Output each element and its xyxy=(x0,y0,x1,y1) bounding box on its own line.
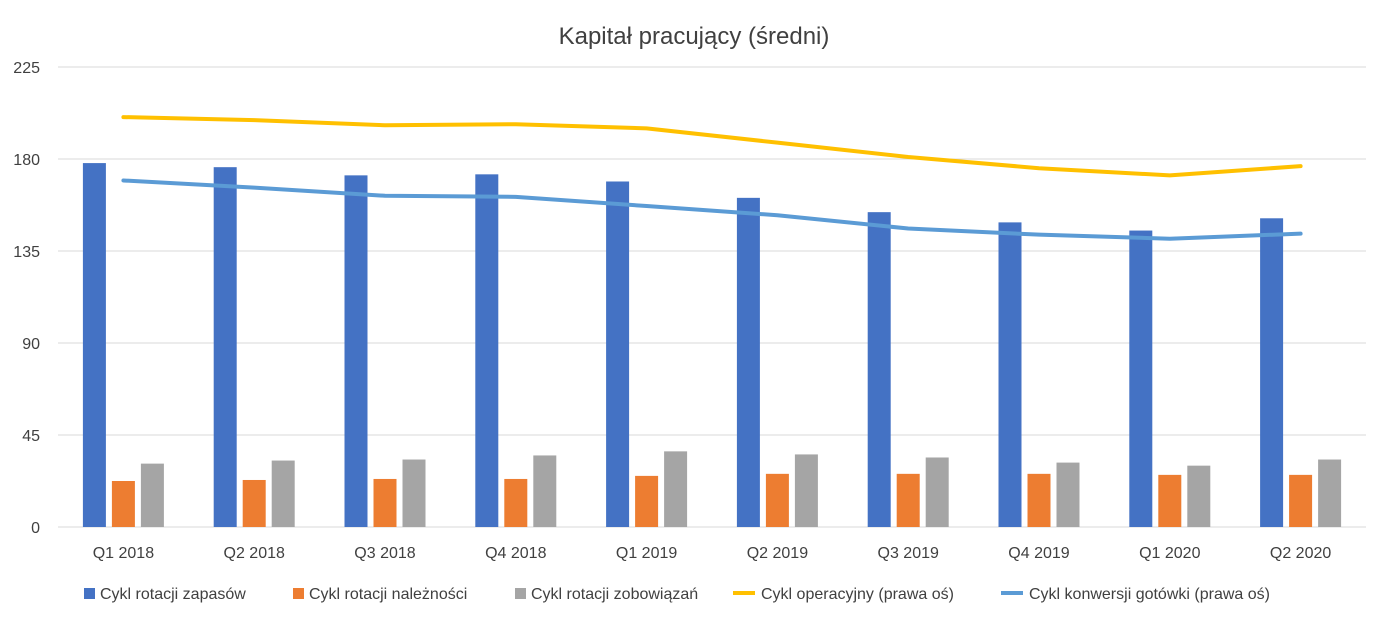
y-tick-label: 0 xyxy=(31,520,40,537)
x-tick-label: Q1 2020 xyxy=(1139,545,1200,562)
x-tick-label: Q2 2020 xyxy=(1270,545,1331,562)
bar xyxy=(533,455,557,527)
bar xyxy=(1129,230,1153,528)
bar xyxy=(998,222,1022,527)
bar xyxy=(1187,465,1211,527)
legend: Cykl rotacji zapasów Cykl rotacji należno… xyxy=(84,586,1270,603)
y-tick-label: 180 xyxy=(13,152,40,169)
bar xyxy=(896,473,920,527)
bar xyxy=(242,479,266,527)
x-tick-label: Q1 2018 xyxy=(93,545,154,562)
y-tick-label: 225 xyxy=(13,60,40,77)
bar xyxy=(213,167,237,527)
bar xyxy=(765,473,789,527)
bar xyxy=(475,174,499,528)
bar xyxy=(344,175,368,527)
legend-label: Cykl rotacji zobowiązań xyxy=(531,586,698,603)
bar xyxy=(373,478,397,527)
bar xyxy=(1027,473,1051,527)
y-axis-tick-labels: 0 45 90 135 180 225 xyxy=(13,60,40,537)
x-tick-label: Q3 2019 xyxy=(878,545,939,562)
bar xyxy=(111,481,135,527)
legend-swatch xyxy=(84,588,95,599)
bar xyxy=(271,460,295,527)
x-tick-label: Q3 2018 xyxy=(354,545,415,562)
bar xyxy=(82,163,106,528)
y-tick-label: 90 xyxy=(22,336,40,353)
x-axis-tick-labels: Q1 2018 Q2 2018 Q3 2018 Q4 2018 Q1 2019 Q2 20… xyxy=(93,545,1332,562)
bar xyxy=(736,197,760,527)
bar xyxy=(1260,218,1284,528)
bar xyxy=(635,475,659,527)
bar xyxy=(1056,462,1080,527)
x-tick-label: Q1 2019 xyxy=(616,545,677,562)
bars xyxy=(82,163,1342,528)
y-tick-label: 45 xyxy=(22,428,40,445)
x-tick-label: Q2 2019 xyxy=(747,545,808,562)
bar xyxy=(140,463,164,527)
series-line xyxy=(121,115,1303,178)
lines xyxy=(121,115,1303,241)
bar xyxy=(1318,459,1342,527)
series-line xyxy=(121,178,1303,241)
chart-title: Kapitał pracujący (średni) xyxy=(559,23,830,50)
bar xyxy=(1158,474,1182,527)
bar xyxy=(402,459,426,527)
bar xyxy=(925,457,949,527)
bar xyxy=(1289,474,1313,527)
bar xyxy=(606,181,630,527)
x-tick-label: Q4 2019 xyxy=(1008,545,1069,562)
legend-label: Cykl rotacji zapasów xyxy=(100,586,246,603)
legend-label: Cykl konwersji gotówki (prawa oś) xyxy=(1029,586,1270,603)
bar xyxy=(504,478,528,527)
bar xyxy=(867,212,891,527)
legend-label: Cykl operacyjny (prawa oś) xyxy=(761,586,954,603)
y-tick-label: 135 xyxy=(13,244,40,261)
x-tick-label: Q2 2018 xyxy=(224,545,285,562)
bar xyxy=(664,451,688,527)
x-tick-label: Q4 2018 xyxy=(485,545,546,562)
legend-label: Cykl rotacji należności xyxy=(309,586,467,603)
legend-swatch xyxy=(515,588,526,599)
legend-swatch xyxy=(293,588,304,599)
bar xyxy=(794,454,818,527)
